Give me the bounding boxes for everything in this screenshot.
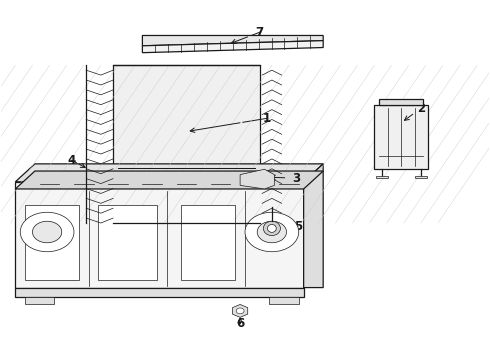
Bar — [113, 65, 260, 223]
Text: 7: 7 — [256, 26, 264, 39]
Circle shape — [257, 221, 287, 243]
Polygon shape — [304, 164, 323, 288]
Polygon shape — [15, 164, 323, 182]
Ellipse shape — [268, 225, 276, 232]
Text: 3: 3 — [292, 172, 300, 185]
Text: 4: 4 — [68, 154, 75, 167]
Text: 2: 2 — [417, 102, 425, 115]
Polygon shape — [143, 41, 323, 53]
Polygon shape — [98, 205, 157, 280]
Text: 6: 6 — [236, 317, 244, 330]
Circle shape — [245, 212, 299, 252]
Polygon shape — [113, 65, 260, 223]
Polygon shape — [379, 99, 423, 105]
Polygon shape — [25, 205, 79, 280]
Circle shape — [236, 308, 244, 314]
Text: 5: 5 — [294, 220, 302, 233]
Polygon shape — [415, 176, 427, 178]
Polygon shape — [143, 36, 323, 46]
Circle shape — [32, 221, 62, 243]
Text: 1: 1 — [263, 112, 271, 125]
Polygon shape — [15, 171, 323, 189]
Polygon shape — [232, 305, 248, 318]
Polygon shape — [376, 176, 388, 178]
Polygon shape — [15, 182, 304, 288]
Polygon shape — [374, 105, 428, 169]
Polygon shape — [15, 288, 304, 297]
Polygon shape — [270, 297, 299, 304]
Ellipse shape — [263, 221, 280, 235]
Polygon shape — [181, 205, 235, 280]
Polygon shape — [25, 297, 54, 304]
Polygon shape — [240, 169, 274, 189]
Circle shape — [20, 212, 74, 252]
